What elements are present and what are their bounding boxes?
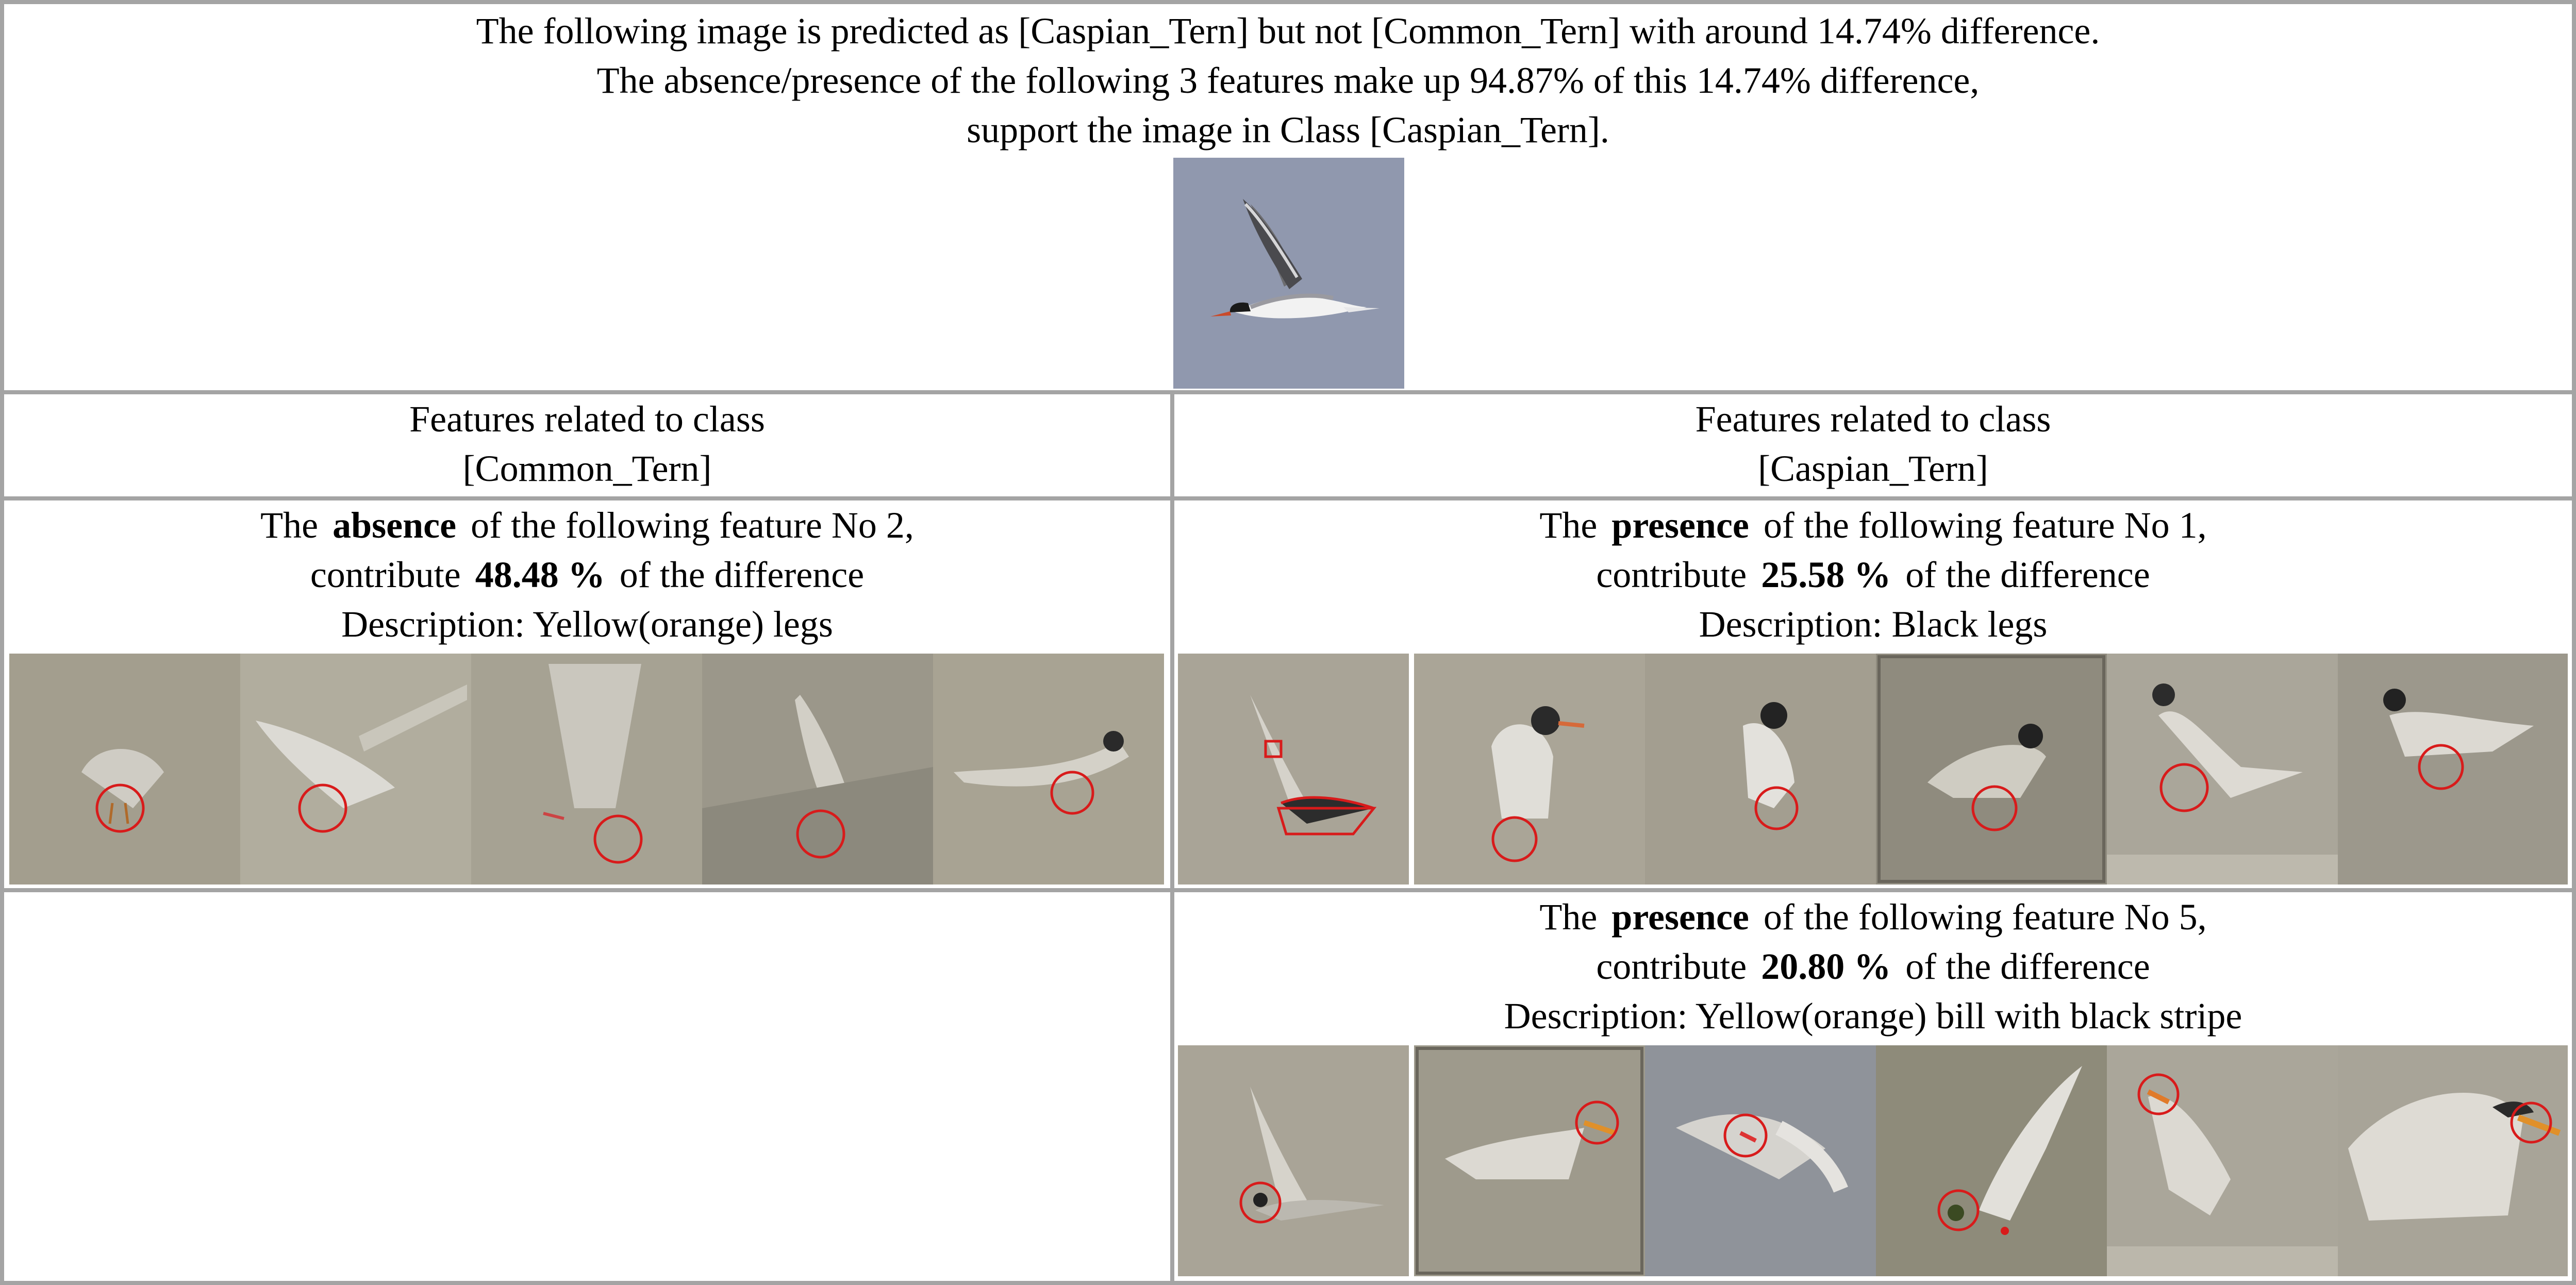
thumbnail	[2107, 1045, 2338, 1276]
caption-lead: The	[1539, 896, 1598, 938]
thumbnail	[1645, 1045, 1876, 1276]
caption-tail: of the difference	[1905, 554, 2150, 595]
feature-5-caption: The presence of the following feature No 5…	[1174, 892, 2572, 1041]
caption-contribute: contribute	[1596, 554, 1747, 595]
feature-2-thumbnails	[9, 654, 1164, 885]
column-class-label: [Caspian_Tern]	[1758, 448, 1988, 489]
caption-lead: The	[260, 505, 319, 546]
feature-2-caption: The absence of the following feature No 2,…	[4, 500, 1170, 649]
feature-percent: 48.48 %	[475, 554, 605, 595]
thumbnail	[1645, 654, 1876, 885]
column-heading-text: Features related to class	[1695, 398, 2051, 440]
thumbnail	[1414, 1045, 1645, 1276]
feature-percent: 25.58 %	[1761, 554, 1891, 595]
caption-tail: of the difference	[619, 554, 865, 595]
column-heading-caspian: Features related to class [Caspian_Tern]	[1174, 394, 2572, 493]
table-border-right	[2572, 0, 2576, 1285]
feature-state: presence	[1611, 505, 1749, 546]
thumbnail	[933, 654, 1164, 885]
header-line-3: support the image in Class [Caspian_Tern…	[967, 109, 1609, 151]
row-divider	[0, 888, 2576, 892]
table-border-bottom	[0, 1281, 2576, 1285]
column-heading-common: Features related to class [Common_Tern]	[4, 394, 1170, 493]
caption-contribute: contribute	[1596, 946, 1747, 987]
thumbnail	[2338, 1045, 2568, 1276]
query-image	[1173, 158, 1404, 389]
row-divider	[0, 390, 2576, 394]
thumbnail	[471, 654, 702, 885]
table-border-top	[0, 0, 2576, 4]
thumbnail	[1178, 654, 1409, 885]
header-line-1: The following image is predicted as [Cas…	[476, 10, 2100, 52]
column-heading-text: Features related to class	[409, 398, 765, 440]
thumbnail	[9, 654, 240, 885]
feature-description: Description: Yellow(orange) bill with bl…	[1504, 995, 2242, 1037]
caption-lead: The	[1539, 505, 1598, 546]
column-divider	[1170, 390, 1174, 1285]
thumbnail	[2338, 654, 2568, 885]
row-divider	[0, 496, 2576, 500]
table-border-left	[0, 0, 4, 1285]
caption-after-state: of the following feature No 1,	[1763, 505, 2207, 546]
feature-state: absence	[333, 505, 457, 546]
caption-tail: of the difference	[1905, 946, 2150, 987]
thumbnail	[2107, 654, 2338, 885]
caption-after-state: of the following feature No 5,	[1763, 896, 2207, 938]
feature-5-thumbnails	[1178, 1045, 2568, 1276]
thumbnail	[702, 654, 933, 885]
feature-description: Description: Black legs	[1699, 604, 2048, 645]
thumbnail	[1178, 1045, 1409, 1276]
feature-percent: 20.80 %	[1761, 946, 1891, 987]
caption-after-state: of the following feature No 2,	[471, 505, 914, 546]
column-class-label: [Common_Tern]	[462, 448, 712, 489]
feature-state: presence	[1611, 896, 1749, 938]
thumbnail	[1876, 1045, 2107, 1276]
thumbnail	[1414, 654, 1645, 885]
feature-1-caption: The presence of the following feature No 1…	[1174, 500, 2572, 649]
thumbnail	[1876, 654, 2107, 885]
caption-contribute: contribute	[310, 554, 461, 595]
thumbnail	[240, 654, 471, 885]
feature-description: Description: Yellow(orange) legs	[341, 604, 833, 645]
feature-1-thumbnails	[1178, 654, 2568, 885]
header-line-2: The absence/presence of the following 3 …	[596, 60, 1980, 101]
